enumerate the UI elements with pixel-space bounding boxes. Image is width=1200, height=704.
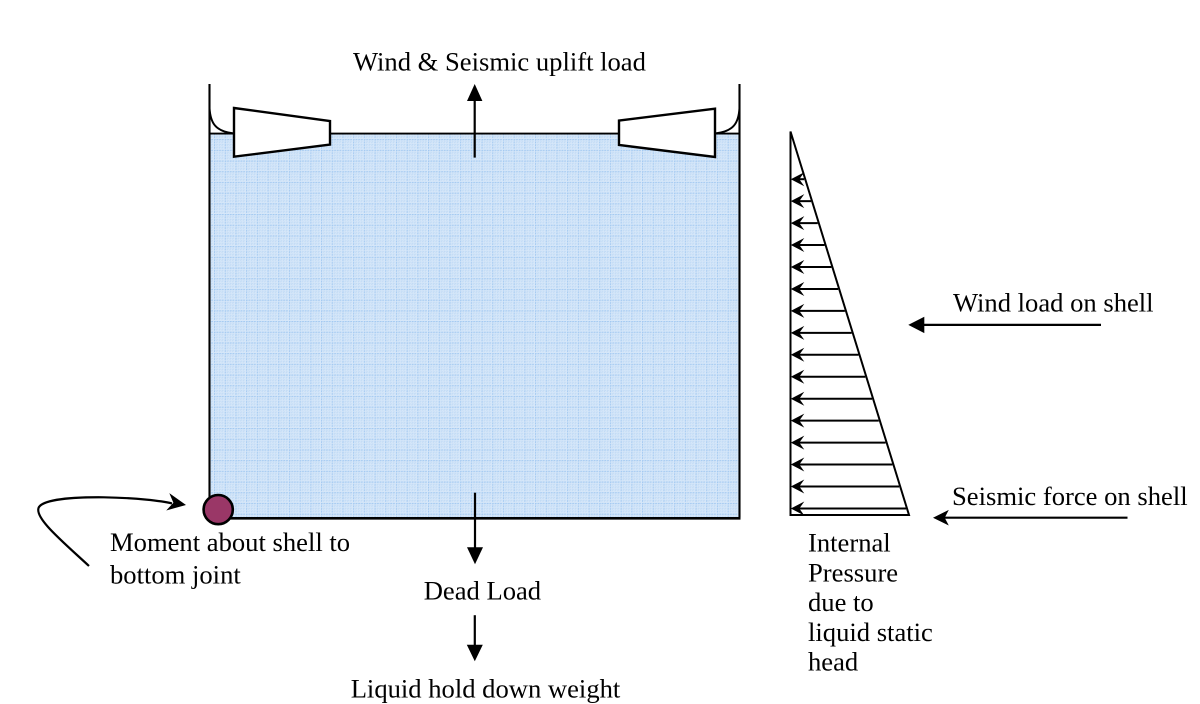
svg-text:Pressure: Pressure bbox=[808, 558, 898, 588]
svg-text:due to: due to bbox=[808, 587, 874, 617]
svg-text:Wind & Seismic uplift load: Wind & Seismic uplift load bbox=[353, 47, 646, 77]
svg-text:Moment about shell to: Moment about shell to bbox=[110, 527, 350, 557]
svg-text:Wind load on shell: Wind load on shell bbox=[953, 287, 1154, 317]
svg-text:Seismic force on shell: Seismic force on shell bbox=[952, 481, 1188, 511]
svg-text:Liquid hold down weight: Liquid hold down weight bbox=[351, 673, 621, 703]
svg-text:bottom joint: bottom joint bbox=[110, 559, 241, 589]
svg-text:head: head bbox=[808, 647, 858, 677]
svg-text:Internal: Internal bbox=[808, 528, 891, 558]
svg-text:Dead Load: Dead Load bbox=[424, 576, 541, 606]
svg-text:liquid static: liquid static bbox=[808, 617, 933, 647]
